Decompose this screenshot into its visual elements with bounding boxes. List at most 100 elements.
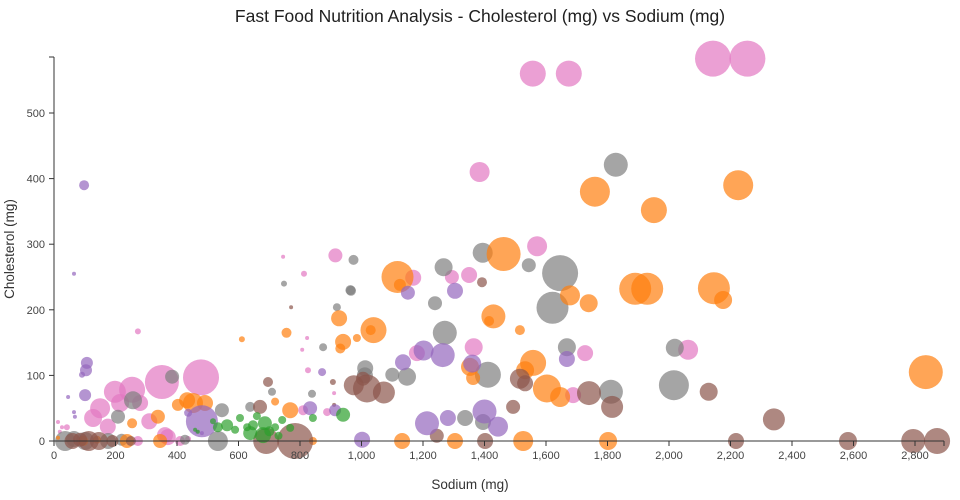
bubble-purple[interactable] (199, 431, 204, 436)
bubble-brown[interactable] (517, 375, 534, 392)
bubble-orange[interactable] (550, 387, 571, 407)
bubble-pink[interactable] (328, 248, 343, 263)
bubble-orange[interactable] (640, 197, 667, 224)
bubble-orange[interactable] (365, 325, 376, 336)
bubble-orange[interactable] (560, 285, 580, 306)
bubble-green[interactable] (221, 419, 234, 432)
bubble-brown[interactable] (73, 432, 88, 447)
bubble-purple[interactable] (430, 343, 455, 368)
bubble-gray[interactable] (308, 389, 316, 398)
bubble-purple[interactable] (472, 399, 497, 424)
bubble-purple[interactable] (488, 416, 508, 437)
bubble-gray[interactable] (214, 403, 229, 418)
bubble-orange[interactable] (150, 409, 165, 424)
bubble-purple[interactable] (72, 410, 76, 415)
bubble-orange[interactable] (579, 294, 598, 313)
bubble-purple[interactable] (72, 271, 76, 276)
bubble-brown[interactable] (577, 381, 601, 406)
bubble-brown[interactable] (253, 399, 267, 414)
bubble-gray[interactable] (165, 369, 180, 384)
bubble-pink[interactable] (323, 408, 332, 417)
bubble-orange[interactable] (56, 435, 60, 440)
bubble-pink[interactable] (56, 420, 60, 424)
bubble-green[interactable] (278, 416, 287, 424)
bubble-pink[interactable] (84, 409, 103, 427)
bubble-brown[interactable] (762, 408, 785, 431)
bubble-purple[interactable] (395, 354, 411, 371)
bubble-gray[interactable] (536, 291, 569, 324)
bubble-purple[interactable] (354, 431, 371, 448)
bubble-gray[interactable] (542, 255, 579, 292)
bubble-gray[interactable] (348, 254, 359, 265)
bubble-pink[interactable] (305, 367, 311, 374)
bubble-purple[interactable] (303, 401, 318, 416)
bubble-gray[interactable] (434, 258, 453, 277)
bubble-green[interactable] (236, 414, 244, 422)
bubble-gray[interactable] (474, 361, 501, 388)
bubble-orange[interactable] (481, 304, 506, 329)
bubble-pink[interactable] (461, 267, 478, 283)
bubble-pink[interactable] (469, 162, 490, 182)
bubble-green[interactable] (210, 418, 216, 425)
bubble-orange[interactable] (631, 272, 664, 305)
bubble-purple[interactable] (79, 371, 85, 378)
bubble-pink[interactable] (301, 270, 307, 277)
bubble-purple[interactable] (66, 395, 71, 399)
bubble-pink[interactable] (729, 40, 766, 77)
bubble-green[interactable] (336, 407, 351, 422)
bubble-brown[interactable] (699, 382, 718, 401)
bubble-gray[interactable] (557, 338, 576, 357)
bubble-green[interactable] (308, 414, 317, 422)
bubble-orange[interactable] (579, 176, 610, 207)
bubble-orange[interactable] (908, 355, 943, 390)
bubble-green[interactable] (264, 426, 275, 437)
bubble-pink[interactable] (695, 40, 731, 77)
bubble-green[interactable] (252, 412, 261, 421)
bubble-gray[interactable] (268, 387, 276, 396)
bubble-purple[interactable] (79, 180, 90, 191)
bubble-orange[interactable] (486, 237, 521, 271)
bubble-orange[interactable] (352, 334, 361, 342)
bubble-gray[interactable] (111, 409, 125, 424)
bubble-pink[interactable] (527, 236, 548, 257)
bubble-gray[interactable] (398, 367, 416, 386)
bubble-purple[interactable] (79, 389, 92, 402)
bubble-orange[interactable] (281, 327, 292, 338)
bubble-pink[interactable] (60, 425, 64, 430)
bubble-purple[interactable] (439, 410, 456, 426)
bubble-purple[interactable] (184, 408, 193, 417)
bubble-purple[interactable] (447, 282, 463, 299)
bubble-gray[interactable] (281, 280, 287, 287)
bubble-gray[interactable] (245, 401, 256, 412)
bubble-orange[interactable] (282, 402, 299, 419)
bubble-orange[interactable] (714, 291, 733, 309)
bubble-gray[interactable] (603, 152, 628, 177)
bubble-orange[interactable] (271, 397, 280, 406)
bubble-gray[interactable] (521, 258, 536, 273)
bubble-pink[interactable] (281, 254, 286, 259)
bubble-pink[interactable] (99, 418, 116, 435)
bubble-orange[interactable] (127, 418, 138, 429)
bubble-orange[interactable] (484, 316, 495, 326)
bubble-green[interactable] (286, 423, 295, 432)
bubble-pink[interactable] (555, 60, 582, 87)
bubble-purple[interactable] (318, 368, 327, 377)
bubble-gray[interactable] (432, 320, 457, 345)
bubble-pink[interactable] (464, 338, 483, 357)
bubble-orange[interactable] (466, 371, 481, 385)
bubble-gray[interactable] (180, 434, 190, 445)
bubble-pink[interactable] (134, 328, 141, 335)
bubble-orange[interactable] (514, 325, 525, 336)
bubble-gray[interactable] (124, 391, 142, 410)
bubble-pink[interactable] (183, 359, 219, 396)
bubble-orange[interactable] (238, 336, 245, 343)
bubble-purple[interactable] (400, 285, 415, 300)
bubble-gray[interactable] (332, 303, 341, 312)
bubble-brown[interactable] (506, 399, 521, 414)
bubble-pink[interactable] (300, 347, 305, 352)
bubble-green[interactable] (243, 426, 258, 441)
bubble-green[interactable] (195, 429, 200, 434)
bubble-brown[interactable] (329, 379, 336, 385)
bubble-green[interactable] (212, 422, 223, 433)
bubble-pink[interactable] (63, 424, 70, 431)
